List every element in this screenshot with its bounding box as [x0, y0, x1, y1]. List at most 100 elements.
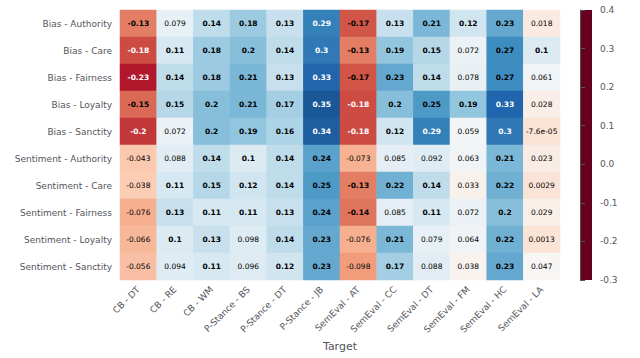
- svg-text:-0.13: -0.13: [128, 19, 150, 28]
- svg-text:0.0013: 0.0013: [529, 235, 555, 244]
- svg-text:0.0: 0.0: [600, 159, 615, 169]
- svg-text:0.25: 0.25: [422, 100, 441, 109]
- svg-text:0.21: 0.21: [239, 100, 258, 109]
- svg-text:0.33: 0.33: [496, 100, 515, 109]
- svg-text:0.3: 0.3: [498, 127, 511, 136]
- svg-text:0.24: 0.24: [312, 154, 331, 163]
- svg-text:0.079: 0.079: [421, 235, 443, 244]
- svg-text:0.12: 0.12: [276, 262, 295, 271]
- svg-text:0.21: 0.21: [422, 19, 441, 28]
- svg-text:0.094: 0.094: [164, 262, 186, 271]
- svg-text:0.25: 0.25: [312, 181, 331, 190]
- svg-text:0.27: 0.27: [496, 73, 515, 82]
- svg-text:0.21: 0.21: [386, 235, 405, 244]
- svg-text:Bias - Authority: Bias - Authority: [42, 19, 112, 29]
- svg-text:0.038: 0.038: [458, 262, 480, 271]
- svg-text:0.4: 0.4: [600, 5, 615, 15]
- svg-text:0.18: 0.18: [239, 19, 258, 28]
- svg-text:Sentiment - Care: Sentiment - Care: [36, 181, 113, 191]
- svg-text:0.22: 0.22: [496, 235, 515, 244]
- svg-text:0.23: 0.23: [312, 235, 331, 244]
- svg-text:CB - RE: CB - RE: [148, 284, 179, 315]
- svg-text:0.2: 0.2: [242, 46, 255, 55]
- svg-text:0.11: 0.11: [422, 208, 441, 217]
- svg-text:0.29: 0.29: [312, 19, 331, 28]
- svg-text:0.13: 0.13: [386, 19, 405, 28]
- svg-text:-7.6e-05: -7.6e-05: [526, 127, 558, 136]
- svg-text:0.12: 0.12: [386, 127, 405, 136]
- svg-text:0.2: 0.2: [205, 127, 218, 136]
- svg-text:0.19: 0.19: [239, 127, 258, 136]
- svg-text:-0.17: -0.17: [348, 19, 370, 28]
- svg-text:0.079: 0.079: [164, 19, 186, 28]
- svg-text:0.072: 0.072: [458, 46, 480, 55]
- svg-text:0.2: 0.2: [498, 208, 511, 217]
- svg-text:CB - WM: CB - WM: [181, 284, 215, 318]
- svg-text:0.1: 0.1: [242, 154, 255, 163]
- svg-text:0.17: 0.17: [386, 262, 405, 271]
- svg-text:Bias - Care: Bias - Care: [63, 46, 112, 56]
- svg-text:0.11: 0.11: [202, 208, 221, 217]
- svg-text:0.23: 0.23: [312, 262, 331, 271]
- svg-text:0.18: 0.18: [202, 46, 221, 55]
- svg-text:0.088: 0.088: [164, 154, 186, 163]
- svg-text:0.19: 0.19: [386, 46, 405, 55]
- svg-text:Sentiment - Loyalty: Sentiment - Loyalty: [24, 235, 113, 245]
- svg-text:0.11: 0.11: [239, 208, 258, 217]
- svg-text:0.19: 0.19: [459, 100, 478, 109]
- svg-text:0.15: 0.15: [202, 181, 221, 190]
- svg-text:-0.18: -0.18: [348, 100, 370, 109]
- svg-text:0.023: 0.023: [531, 154, 553, 163]
- svg-text:0.21: 0.21: [239, 73, 258, 82]
- svg-text:CB - DT: CB - DT: [111, 284, 142, 315]
- svg-text:0.096: 0.096: [238, 262, 260, 271]
- svg-text:0.21: 0.21: [496, 154, 515, 163]
- svg-text:-0.23: -0.23: [128, 73, 150, 82]
- svg-text:0.14: 0.14: [276, 46, 295, 55]
- svg-text:0.18: 0.18: [202, 73, 221, 82]
- svg-text:0.14: 0.14: [422, 73, 441, 82]
- svg-text:0.098: 0.098: [238, 235, 260, 244]
- svg-text:0.2: 0.2: [388, 100, 401, 109]
- svg-text:-0.14: -0.14: [348, 208, 370, 217]
- svg-text:-0.13: -0.13: [348, 181, 370, 190]
- svg-text:0.059: 0.059: [458, 127, 480, 136]
- svg-text:-0.3: -0.3: [600, 275, 618, 285]
- svg-text:0.092: 0.092: [421, 154, 443, 163]
- svg-text:0.14: 0.14: [202, 19, 221, 28]
- svg-text:-0.17: -0.17: [348, 73, 370, 82]
- svg-text:0.2: 0.2: [205, 100, 218, 109]
- svg-text:0.063: 0.063: [458, 154, 480, 163]
- svg-text:-0.076: -0.076: [346, 235, 370, 244]
- svg-text:-0.038: -0.038: [126, 181, 150, 190]
- svg-text:0.047: 0.047: [531, 262, 553, 271]
- svg-text:0.064: 0.064: [458, 235, 480, 244]
- svg-text:-0.056: -0.056: [126, 262, 150, 271]
- svg-text:0.2: 0.2: [600, 82, 614, 92]
- svg-text:0.085: 0.085: [384, 208, 406, 217]
- svg-text:0.35: 0.35: [312, 100, 331, 109]
- svg-text:-0.18: -0.18: [348, 127, 370, 136]
- svg-text:0.13: 0.13: [276, 208, 295, 217]
- svg-text:0.23: 0.23: [386, 73, 405, 82]
- svg-text:-0.073: -0.073: [346, 154, 370, 163]
- svg-text:0.029: 0.029: [531, 208, 553, 217]
- svg-text:0.11: 0.11: [166, 46, 185, 55]
- svg-text:0.11: 0.11: [202, 262, 221, 271]
- svg-text:-0.18: -0.18: [128, 46, 150, 55]
- svg-text:0.088: 0.088: [421, 262, 443, 271]
- svg-text:-0.066: -0.066: [126, 235, 150, 244]
- svg-text:0.23: 0.23: [496, 262, 515, 271]
- svg-text:-0.2: -0.2: [130, 127, 146, 136]
- svg-text:-0.098: -0.098: [346, 262, 370, 271]
- svg-text:0.13: 0.13: [202, 235, 221, 244]
- svg-text:-0.13: -0.13: [348, 46, 370, 55]
- svg-text:0.033: 0.033: [458, 181, 480, 190]
- svg-text:0.078: 0.078: [458, 73, 480, 82]
- svg-text:0.0029: 0.0029: [529, 181, 555, 190]
- svg-text:0.15: 0.15: [166, 100, 185, 109]
- svg-text:-0.15: -0.15: [128, 100, 150, 109]
- svg-text:Bias - Fairness: Bias - Fairness: [48, 73, 113, 83]
- svg-text:0.1: 0.1: [535, 46, 548, 55]
- svg-text:Target: Target: [322, 340, 358, 353]
